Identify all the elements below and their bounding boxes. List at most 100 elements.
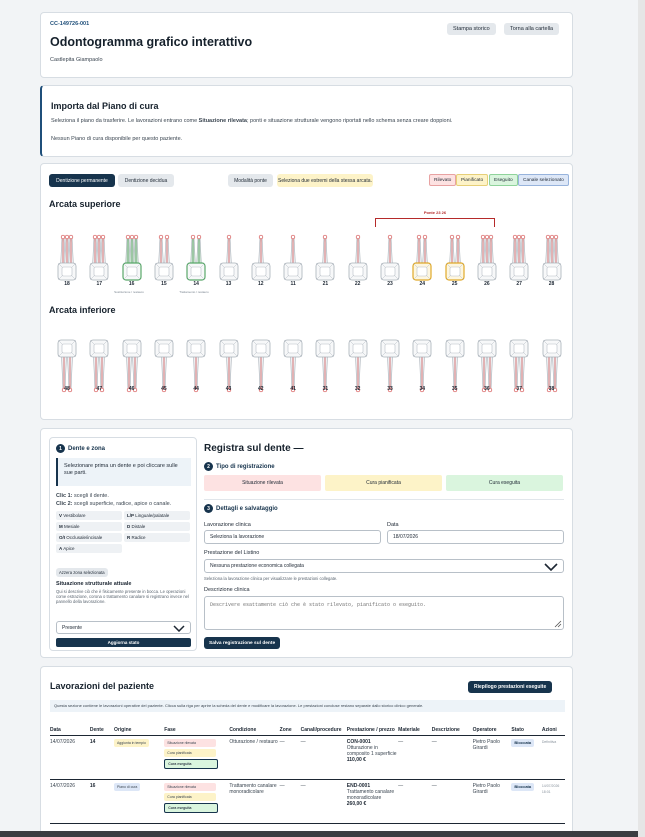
zone-label: Vestibolare — [63, 513, 86, 518]
tooth-44[interactable] — [185, 338, 207, 394]
panel-info-box: Selezionare prima un dente e poi cliccar… — [56, 458, 191, 486]
work-select[interactable]: Seleziona la lavorazione — [204, 530, 381, 544]
tooth-34[interactable] — [411, 338, 433, 394]
zone-option[interactable]: V Vestibolare — [56, 511, 122, 520]
tooth-42[interactable] — [250, 338, 272, 394]
structural-select-value: Presente — [62, 624, 83, 631]
tooth-15[interactable] — [153, 233, 175, 289]
column-header: Data — [50, 726, 61, 733]
tooth-33[interactable] — [379, 338, 401, 394]
table-row[interactable]: 14/07/2026 16 Piano di cura Situazione r… — [50, 779, 565, 823]
zone-option[interactable]: L/P Linguale/palatale — [124, 511, 190, 520]
tooth-38[interactable] — [541, 338, 563, 394]
zone-option[interactable]: M Mesiale — [56, 522, 122, 531]
tooth-37[interactable] — [508, 338, 530, 394]
update-status-button[interactable]: Aggiorna stato — [56, 638, 191, 647]
tooth-number: 27 — [516, 281, 522, 287]
tooth-14[interactable] — [185, 233, 207, 289]
zone-option[interactable]: O/I Occlusale/incisale — [56, 533, 122, 542]
tooth-18[interactable] — [56, 233, 78, 289]
tab-permanent[interactable]: Dentizione permanente — [49, 174, 115, 187]
tooth-graphic — [219, 234, 238, 281]
cell-status: Bloccata — [511, 779, 541, 823]
import-description: Seleziona il piano da trasferire. Le lav… — [51, 118, 561, 124]
works-table: Data Dente Origine Fase Condizione Zone Canali… — [50, 717, 565, 824]
tab-deciduous[interactable]: Dentizione decidua — [118, 174, 174, 187]
tooth-note-16: Sostituzione / restauro — [114, 290, 144, 294]
tooth-number: 23 — [387, 281, 393, 287]
tooth-28[interactable] — [541, 233, 563, 289]
legend-item: Eseguito — [489, 174, 518, 186]
horizontal-scrollbar[interactable] — [0, 831, 638, 837]
reset-zone-button[interactable]: Azzera zona selezionata — [56, 568, 108, 577]
column-header: Dente — [89, 726, 104, 733]
page-scrollbar[interactable] — [638, 0, 645, 837]
tooth-number: 35 — [451, 386, 458, 392]
cell-actions: 14/07/2026 18:01 — [541, 783, 560, 794]
tooth-22[interactable] — [347, 233, 369, 289]
cell-condition: Otturazione / restauro — [229, 738, 278, 745]
import-empty-message: Nessun Piano di cura disponibile per que… — [51, 136, 183, 142]
tooth-47[interactable] — [88, 338, 110, 394]
tooth-23[interactable] — [379, 233, 401, 289]
tooth-46[interactable] — [121, 338, 143, 394]
tooth-36[interactable] — [476, 338, 498, 394]
tooth-graphic — [251, 234, 271, 281]
tooth-number: 17 — [96, 281, 103, 287]
tooth-35[interactable] — [444, 338, 466, 394]
tooth-43[interactable] — [218, 338, 240, 394]
patient-name: Castlepita Giampaolo — [50, 57, 103, 63]
zone-option[interactable]: D Distale — [124, 522, 190, 531]
structural-select[interactable]: Presente — [56, 621, 191, 634]
registration-type-option[interactable]: Cura eseguita — [446, 475, 563, 491]
click1-hint: Clic 1: scegli il dente. — [56, 493, 109, 499]
description-textarea[interactable] — [204, 596, 564, 630]
tooth-24[interactable] — [411, 233, 433, 289]
tooth-25[interactable] — [444, 233, 466, 289]
registration-type-option[interactable]: Cura pianificata — [325, 475, 442, 491]
cell-date: 14/07/2026 — [50, 738, 76, 745]
print-history-button[interactable]: Stampa storico — [447, 23, 496, 35]
table-row[interactable]: 14/07/2026 14 Aggiunta in tempio Situazi… — [50, 735, 565, 779]
phase-done-badge: Cura eseguita — [164, 802, 219, 813]
tooth-45[interactable] — [153, 338, 175, 394]
zone-option[interactable]: A Apice — [56, 544, 122, 553]
tooth-13[interactable] — [218, 233, 240, 289]
tooth-number: 34 — [419, 386, 426, 392]
tooth-number: 37 — [516, 386, 522, 392]
zone-key: M — [59, 524, 63, 529]
zone-option[interactable]: R Radice — [124, 533, 190, 542]
panel-title-text: Dente e zona — [68, 446, 106, 453]
step-2-badge: 2 — [204, 462, 213, 471]
tooth-graphic — [283, 339, 303, 393]
service-select[interactable]: Nessuna prestazione economica collegata — [204, 559, 564, 573]
cell-description: — — [431, 782, 437, 789]
tooth-41[interactable] — [282, 338, 304, 394]
tooth-number: 26 — [484, 281, 490, 287]
save-registration-button[interactable]: Salva registrazione sul dente — [204, 637, 281, 649]
tooth-17[interactable] — [88, 233, 110, 289]
tooth-graphic — [315, 339, 335, 393]
tooth-16[interactable] — [121, 233, 143, 289]
tooth-11[interactable] — [282, 233, 304, 289]
date-input[interactable]: 18/07/2026 — [387, 530, 564, 544]
tooth-26[interactable] — [476, 233, 498, 289]
description-label: Descrizione clinica — [204, 587, 250, 593]
chevron-down-icon — [544, 563, 558, 571]
services-summary-button[interactable]: Riepilogo prestazioni eseguite — [468, 681, 553, 693]
bridge-mode-button[interactable]: Modalità ponte — [228, 174, 273, 187]
back-to-record-button[interactable]: Torna alla cartella — [504, 23, 560, 35]
upper-arch-title: Arcata superiore — [49, 199, 121, 209]
tooth-27[interactable] — [508, 233, 530, 289]
tooth-31[interactable] — [314, 338, 336, 394]
tooth-graphic — [412, 234, 432, 281]
resize-handle-icon[interactable] — [554, 620, 562, 628]
tooth-graphic — [89, 339, 109, 393]
cell-operator: Pietro Paolo Girardi — [472, 738, 500, 751]
tooth-32[interactable] — [347, 338, 369, 394]
registration-type-option[interactable]: Situazione rilevata — [204, 475, 321, 491]
tooth-48[interactable] — [56, 338, 78, 394]
tooth-21[interactable] — [314, 233, 336, 289]
work-label: Lavorazione clinica — [204, 522, 251, 528]
tooth-12[interactable] — [250, 233, 272, 289]
